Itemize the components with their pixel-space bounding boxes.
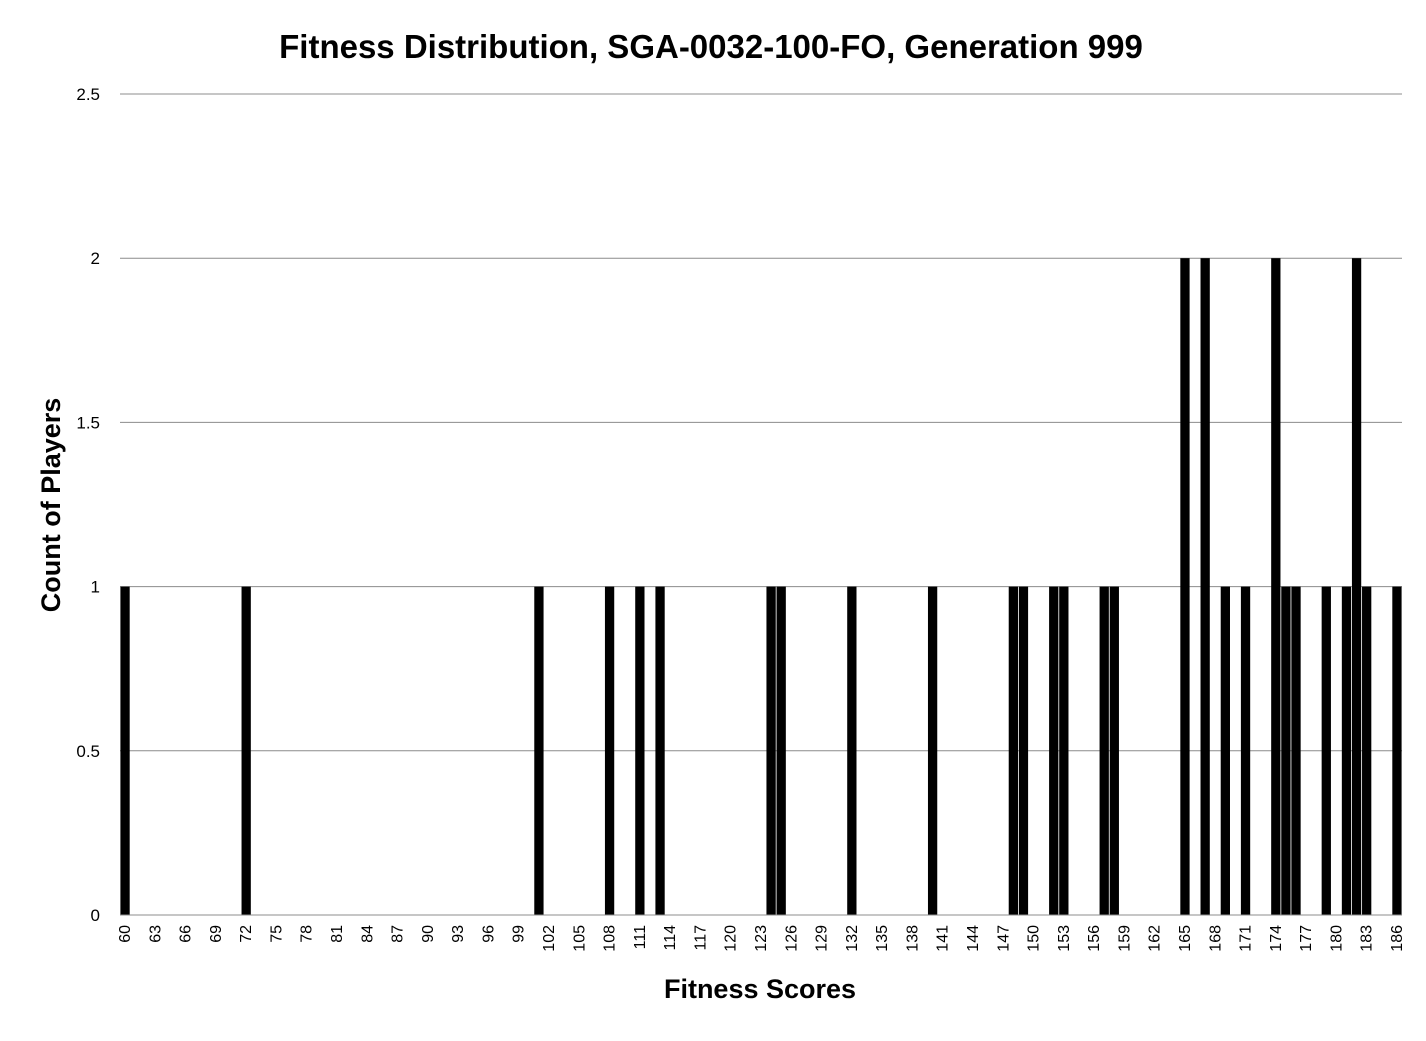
- bar-152: [1049, 586, 1059, 915]
- bar-157: [1099, 586, 1109, 915]
- x-tick-label: 93: [450, 925, 467, 943]
- x-tick-label: 129: [814, 925, 831, 952]
- bar-140: [927, 586, 938, 915]
- x-tick-label: 168: [1207, 925, 1224, 952]
- x-tick-label: 180: [1328, 925, 1345, 952]
- x-tick-label: 144: [965, 925, 982, 952]
- x-tick-label: 99: [511, 925, 528, 943]
- x-tick-label: 114: [662, 925, 679, 951]
- bar-183: [1362, 586, 1372, 915]
- y-tick-label: 1: [91, 578, 100, 597]
- x-tick-label: 81: [329, 925, 346, 943]
- x-tick-label: 147: [995, 925, 1012, 952]
- bar-148: [1008, 586, 1019, 915]
- bar-165: [1180, 258, 1190, 915]
- bar-111: [635, 586, 645, 915]
- x-tick-label: 72: [238, 925, 255, 943]
- y-tick-label: 0: [91, 906, 100, 925]
- x-tick-label: 108: [602, 925, 619, 952]
- x-tick-label: 63: [147, 925, 164, 943]
- bar-179: [1321, 586, 1331, 915]
- bar-153: [1059, 586, 1069, 915]
- bar-132: [847, 586, 857, 915]
- bar-181: [1341, 586, 1352, 915]
- x-tick-label: 174: [1268, 925, 1285, 952]
- x-axis-ticks: 60 63 66 69 72 75 78 81 84 87 90 93 96 99 102 105 108 111…: [117, 925, 1406, 952]
- bar-158: [1109, 586, 1119, 915]
- x-tick-label: 105: [571, 925, 588, 952]
- bar-171: [1240, 586, 1251, 915]
- x-tick-label: 135: [874, 925, 891, 952]
- x-tick-label: 183: [1359, 925, 1376, 952]
- bar-167: [1200, 258, 1210, 915]
- bars: [120, 258, 1402, 915]
- y-axis-title: Count of Players: [36, 398, 66, 613]
- x-tick-label: 87: [390, 925, 407, 943]
- bar-125: [776, 586, 786, 915]
- x-tick-label: 141: [935, 925, 952, 952]
- x-tick-label: 162: [1147, 925, 1164, 952]
- y-tick-label: 2: [91, 249, 100, 268]
- bar-182: [1351, 258, 1362, 915]
- x-tick-label: 90: [420, 925, 437, 943]
- bar-175: [1281, 586, 1291, 915]
- bar-113: [655, 586, 665, 915]
- x-tick-label: 165: [1177, 925, 1194, 952]
- x-tick-label: 84: [359, 925, 376, 943]
- bar-108: [604, 586, 615, 915]
- x-tick-label: 75: [268, 925, 285, 943]
- x-tick-label: 159: [1116, 925, 1133, 952]
- y-tick-label: 1.5: [76, 413, 100, 432]
- x-tick-label: 171: [1238, 925, 1255, 952]
- bar-174: [1271, 258, 1281, 915]
- x-tick-label: 126: [783, 925, 800, 952]
- x-tick-label: 138: [904, 925, 921, 952]
- x-tick-label: 102: [541, 925, 558, 952]
- x-axis-title: Fitness Scores: [664, 974, 856, 1004]
- x-tick-label: 186: [1389, 925, 1406, 952]
- y-tick-label: 0.5: [76, 742, 100, 761]
- bar-176: [1291, 586, 1301, 915]
- chart-title: Fitness Distribution, SGA-0032-100-FO, G…: [279, 28, 1143, 65]
- x-tick-label: 111: [632, 925, 649, 949]
- y-axis-ticks: 0 0.5 1 1.5 2 2.5: [76, 85, 100, 925]
- x-tick-label: 123: [753, 925, 770, 952]
- y-tick-label: 2.5: [76, 85, 100, 104]
- x-tick-label: 153: [1056, 925, 1073, 952]
- bar-101: [534, 586, 544, 915]
- bar-72: [241, 586, 251, 915]
- x-tick-label: 66: [178, 925, 195, 943]
- x-tick-label: 156: [1086, 925, 1103, 952]
- x-tick-label: 120: [723, 925, 740, 952]
- bar-124: [766, 586, 776, 915]
- x-tick-label: 69: [208, 925, 225, 943]
- x-tick-label: 78: [299, 925, 316, 943]
- x-tick-label: 132: [844, 925, 861, 952]
- bar-149: [1018, 586, 1029, 915]
- bar-60: [120, 586, 130, 915]
- bar-169: [1220, 586, 1230, 915]
- x-tick-label: 117: [692, 925, 709, 951]
- x-tick-label: 150: [1026, 925, 1043, 952]
- bar-186: [1392, 586, 1402, 915]
- x-tick-label: 177: [1298, 925, 1315, 952]
- x-tick-label: 96: [480, 925, 497, 943]
- x-tick-label: 60: [117, 925, 134, 943]
